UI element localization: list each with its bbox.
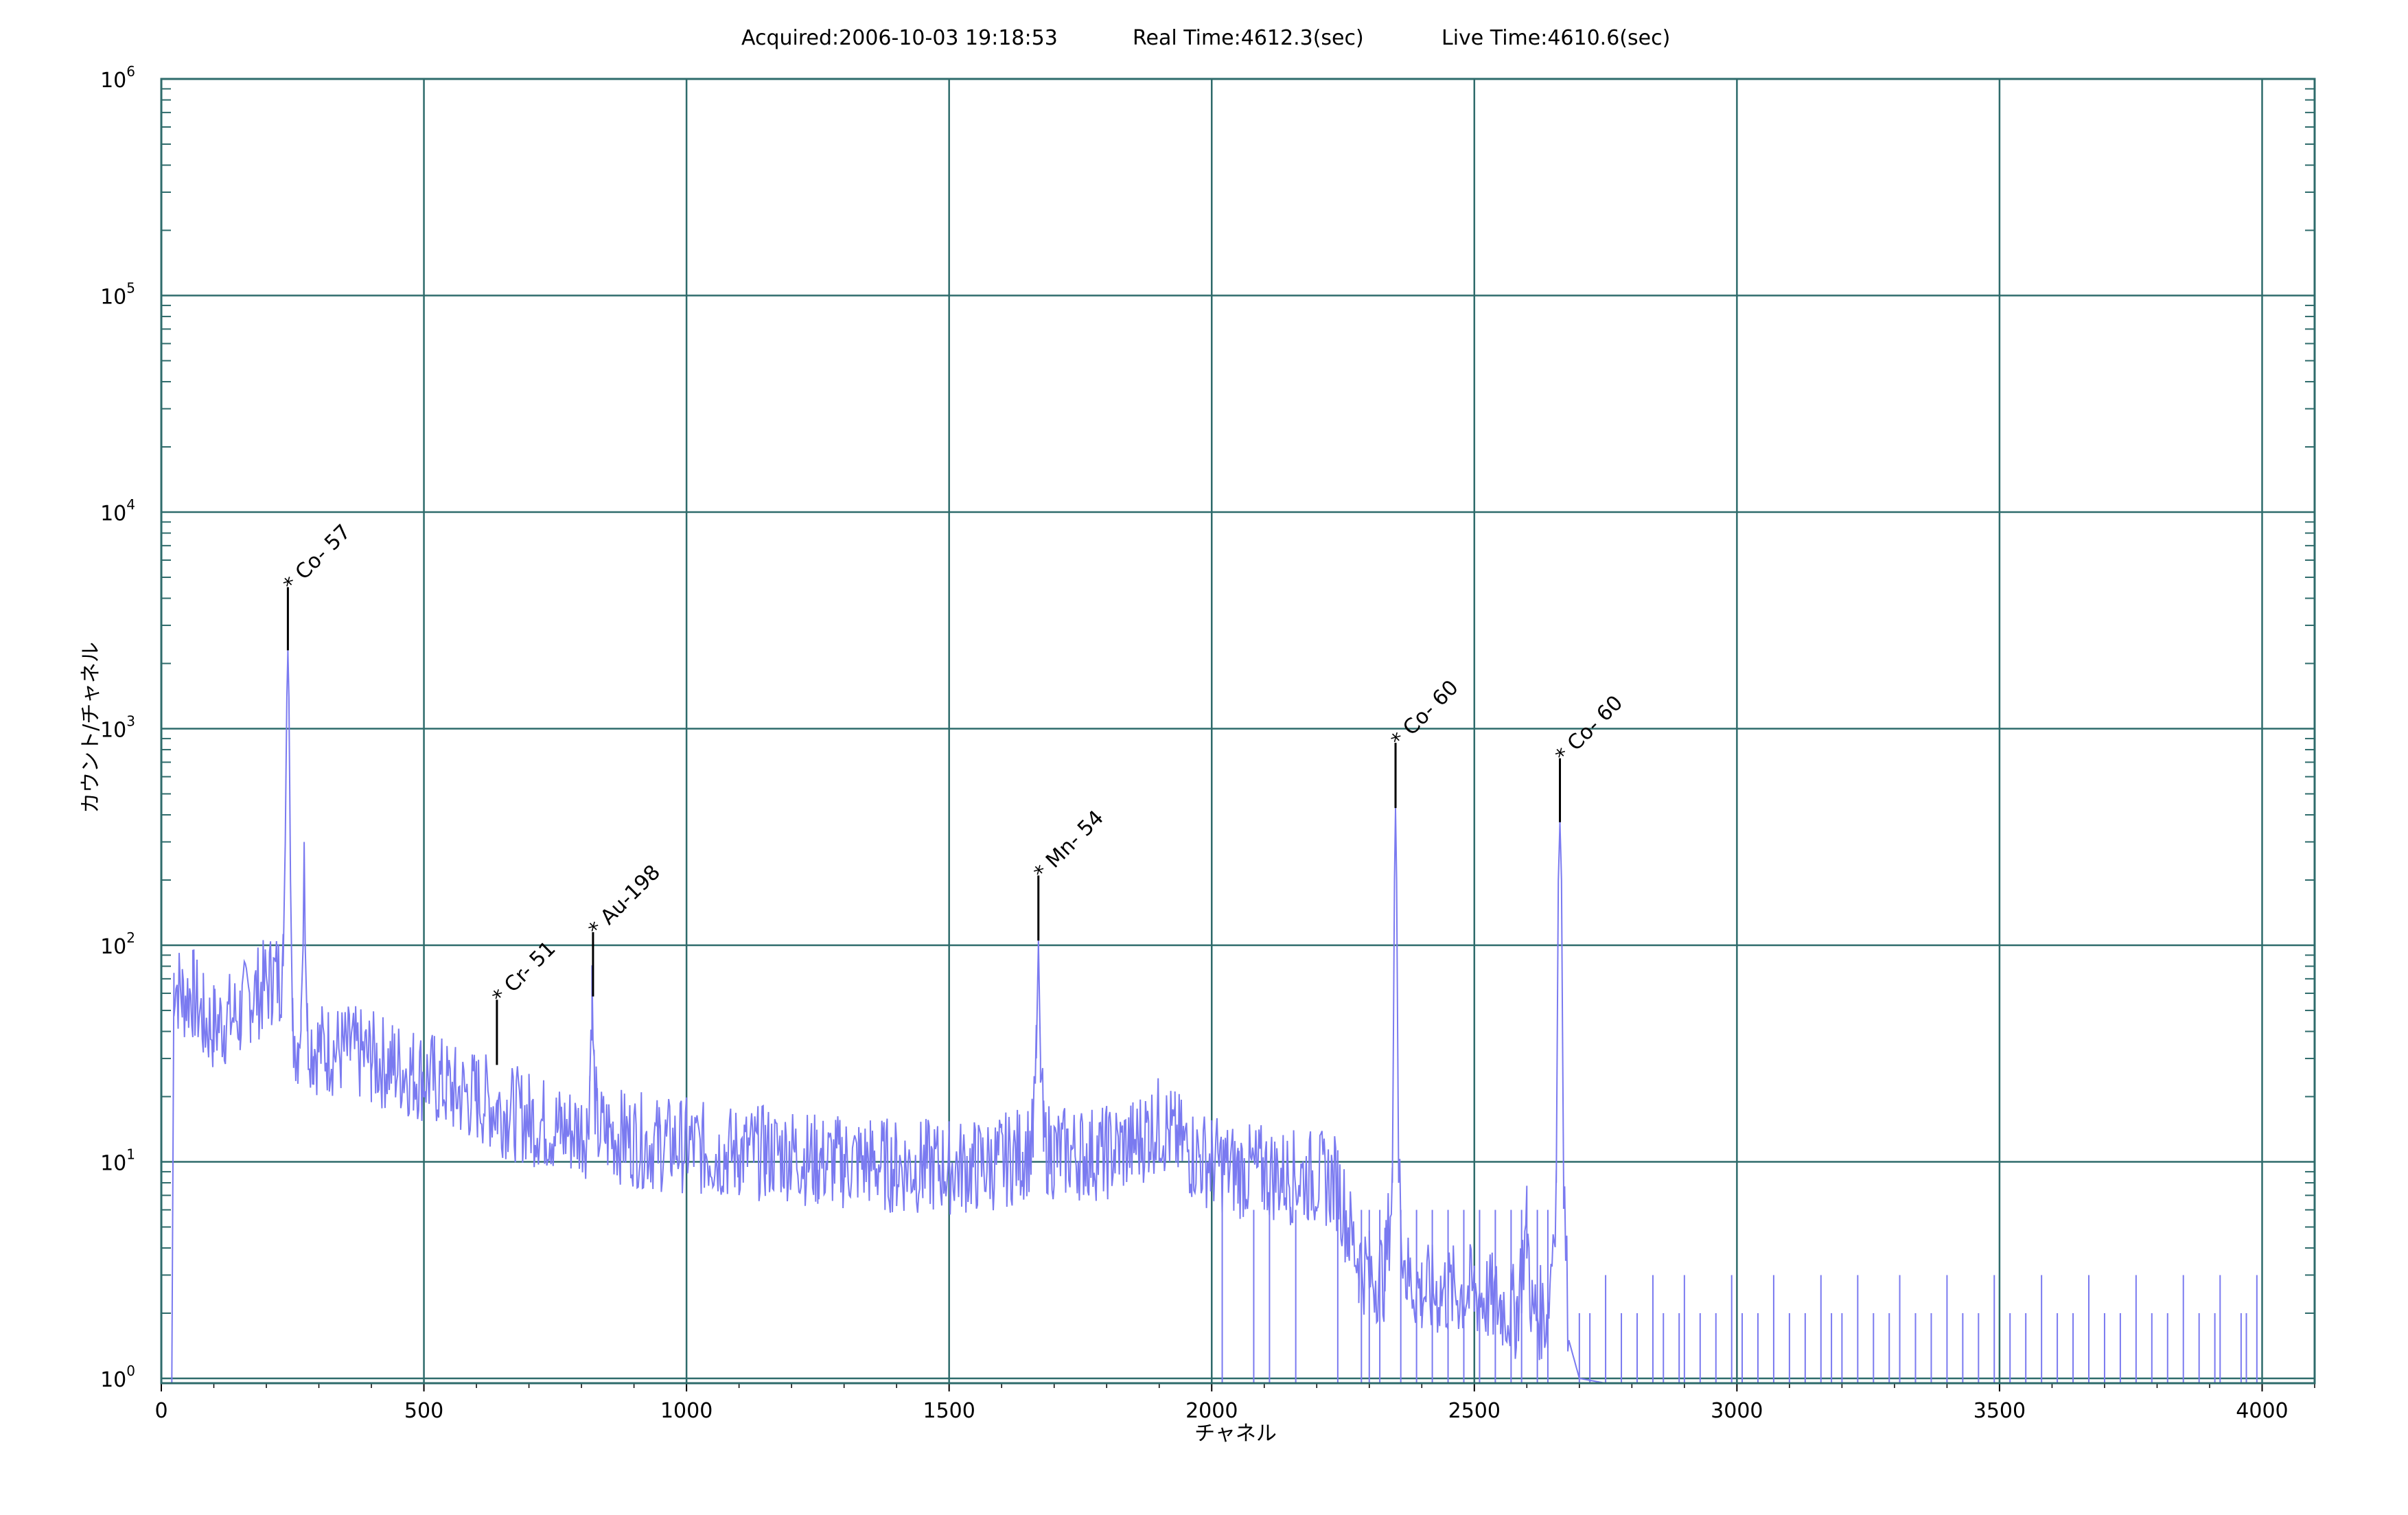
x-tick-label: 2500 xyxy=(1448,1399,1501,1423)
y-tick-label: 104 xyxy=(100,496,135,526)
header-real-time: Real Time:4612.3(sec) xyxy=(1133,26,1364,50)
plot-frame xyxy=(160,78,2316,1385)
x-tick-label: 1000 xyxy=(660,1399,713,1423)
x-tick-label: 500 xyxy=(404,1399,443,1423)
peak-label: * Cr- 51 xyxy=(488,936,561,1009)
spectrum-series xyxy=(161,650,2262,1384)
y-tick-label: 101 xyxy=(100,1146,135,1175)
x-tick-label: 4000 xyxy=(2236,1399,2288,1423)
y-tick-label: 100 xyxy=(100,1363,135,1392)
peak-label: * Mn- 54 xyxy=(1030,806,1109,885)
axes: 0 500 1000 1500 2000 2500 3000 3500 4000 100 101 10… xyxy=(100,63,2316,1423)
x-tick-label: 1500 xyxy=(923,1399,975,1423)
x-tick-label: 3000 xyxy=(1711,1399,1763,1423)
x-axis-label: チャネル xyxy=(1194,1422,1277,1446)
x-tick-label: 3500 xyxy=(1973,1399,2026,1423)
y-tick-label: 105 xyxy=(100,279,135,309)
peak-label: * Au-198 xyxy=(584,860,665,941)
x-tick-label: 0 xyxy=(154,1399,167,1423)
header-acquired: Acquired:2006-10-03 19:18:53 xyxy=(741,26,1058,50)
x-tick-label: 2000 xyxy=(1185,1399,1238,1423)
peak-label: * Co- 57 xyxy=(279,520,356,597)
peak-annotations: * Co- 57 * Cr- 51 * Au-198 * Mn- 54 * Co- 60… xyxy=(279,520,1628,1065)
y-tick-label: 103 xyxy=(100,713,135,742)
header-live-time: Live Time:4610.6(sec) xyxy=(1442,26,1670,50)
y-tick-label: 102 xyxy=(100,929,135,959)
y-axis-label: カウント/チャネル xyxy=(79,642,103,813)
peak-label: * Co- 60 xyxy=(1387,675,1463,752)
y-tick-label: 106 xyxy=(100,63,135,93)
grid xyxy=(161,78,2315,1383)
